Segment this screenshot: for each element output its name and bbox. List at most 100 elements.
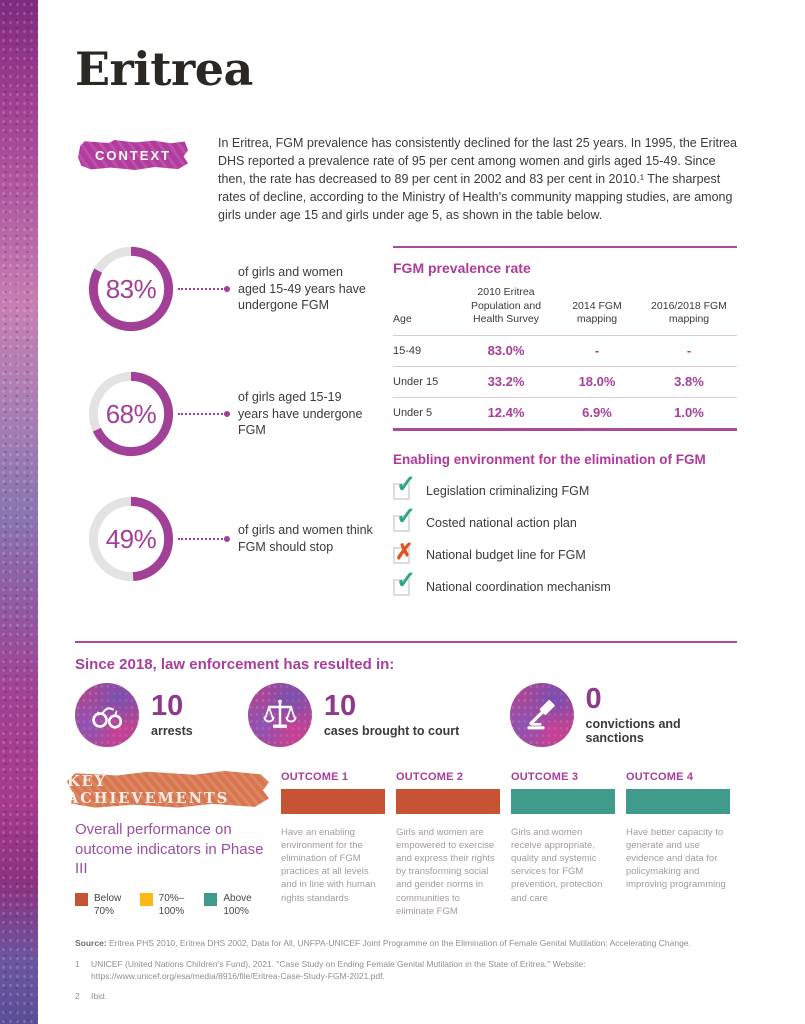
law-stat-convictions: 0 convictions and sanctions (509, 683, 737, 747)
table-cell: 83.0% (487, 343, 525, 359)
table-cell: 15-49 (393, 344, 422, 357)
legend-label: Below 70% (94, 892, 122, 917)
enabling-checklist: ✓ Legislation criminalizing FGM ✓ Costed… (393, 472, 737, 596)
table-cell: - (686, 343, 692, 359)
footnote-number: 2 (75, 991, 80, 1002)
donut-chart-83: 83% (84, 242, 178, 336)
gavel-icon (509, 683, 574, 747)
checkbox: ✗ (393, 540, 413, 564)
table-header: Age (393, 313, 412, 326)
legend-item: Above 100% (204, 892, 269, 918)
dotted-connector (178, 411, 230, 417)
donut-value: 83% (105, 273, 157, 304)
checklist-item: ✓ Legislation criminalizing FGM (393, 472, 737, 500)
prevalence-table: Age 2010 Eritrea Population and Health S… (393, 286, 737, 431)
outcome-2: OUTCOME 2 Girls and women are empowered … (396, 771, 500, 918)
legend-item: 70%– 100% (139, 892, 205, 918)
outcome-1: OUTCOME 1 Have an enabling environment f… (281, 771, 385, 918)
handcuffs-icon (75, 683, 139, 747)
checklist-item: ✓ National coordination mechanism (393, 568, 737, 596)
stat-description: of girls and women think FGM should stop (238, 523, 373, 554)
outcome-3: OUTCOME 3 Girls and women receive approp… (511, 771, 615, 918)
stats-column: 83% of girls and women aged 15-49 years … (75, 240, 393, 617)
legend-label: 70%– 100% (158, 892, 185, 917)
stat-description: of girls aged 15-19 years have undergone… (238, 389, 363, 438)
achievements-intro: KEY ACHIEVEMENTS Overall performance on … (67, 771, 269, 918)
outcomes-grid: OUTCOME 1 Have an enabling environment f… (281, 771, 730, 918)
key-achievements-badge: KEY ACHIEVEMENTS (67, 771, 269, 808)
stats-and-table-section: 83% of girls and women aged 15-49 years … (75, 240, 737, 617)
outcome-title: OUTCOME 2 (396, 771, 464, 783)
section-rule (393, 246, 737, 248)
law-stat-value: 10 (151, 690, 184, 722)
outcome-performance-bar (511, 789, 615, 814)
table-header-row: Age 2010 Eritrea Population and Health S… (393, 286, 737, 335)
table-cell: 12.4% (487, 405, 525, 421)
source-text: Eritrea PHS 2010, Eritrea DHS 2002, Data… (106, 937, 691, 948)
context-paragraph: In Eritrea, FGM prevalence has consisten… (218, 136, 738, 222)
table-title: FGM prevalence rate (393, 260, 531, 276)
legend-swatch-above-100 (204, 892, 218, 906)
outcome-description: Have better capacity to generate and use… (626, 827, 726, 891)
source-label: Source: (75, 937, 107, 948)
table-cell: Under 5 (393, 406, 433, 419)
table-header: 2014 FGM mapping (572, 299, 622, 326)
prevalence-column: FGM prevalence rate Age 2010 Eritrea Pop… (393, 240, 737, 617)
table-row: Under 15 33.2% 18.0% 3.8% (393, 365, 737, 397)
section-rule (75, 641, 737, 643)
performance-legend: Below 70% 70%– 100% Above 100% (75, 892, 269, 918)
outcome-performance-bar (396, 789, 500, 814)
context-section: CONTEXT In Eritrea, FGM prevalence has c… (75, 134, 737, 224)
table-cell: - (594, 343, 600, 359)
dotted-connector (178, 286, 230, 292)
outcome-description: Girls and women are empowered to exercis… (396, 827, 495, 917)
checkbox: ✓ (393, 568, 416, 596)
table-row: 15-49 83.0% - - (393, 334, 737, 366)
checklist-label: National coordination mechanism (426, 580, 611, 595)
source-line: Source: Eritrea PHS 2010, Eritrea DHS 20… (75, 938, 737, 950)
law-stat-label: arrests (151, 724, 193, 738)
check-icon: ✓ (396, 470, 417, 498)
footnote-2: 2 Ibid. (75, 990, 737, 1002)
enabling-environment-title: Enabling environment for the elimination… (393, 451, 706, 467)
outcome-description: Girls and women receive appropriate, qua… (511, 827, 603, 904)
donut-svg (88, 371, 174, 457)
legend-swatch-70-100 (139, 892, 153, 906)
outcome-title: OUTCOME 4 (626, 771, 694, 783)
donut-value: 49% (105, 523, 157, 554)
outcome-title: OUTCOME 1 (281, 771, 349, 783)
donut-svg (88, 496, 174, 582)
checklist-label: National budget line for FGM (426, 548, 586, 563)
outcome-description: Have an enabling environment for the eli… (281, 827, 376, 904)
legend-swatch-below-70 (75, 892, 88, 906)
law-enforcement-title: Since 2018, law enforcement has resulted… (75, 656, 395, 673)
stat-description: of girls and women aged 15-49 years have… (238, 264, 366, 313)
table-row: Under 5 12.4% 6.9% 1.0% (393, 396, 737, 428)
law-enforcement-row: 10 arrests (75, 683, 737, 747)
context-badge: CONTEXT (78, 140, 188, 170)
table-cell: 3.8% (674, 374, 704, 390)
decorative-texture-strip (0, 0, 38, 1024)
page-content: Eritrea CONTEXT In Eritrea, FGM prevalen… (67, 0, 737, 1024)
law-stat-value: 0 (585, 683, 602, 715)
donut-svg (88, 246, 174, 332)
table-cell: 18.0% (578, 374, 616, 390)
page-title: Eritrea (75, 42, 253, 96)
footnote-text: UNICEF (United Nations Children's Fund),… (91, 958, 586, 981)
scales-icon (247, 683, 312, 747)
checkbox: ✓ (393, 504, 416, 532)
table-header: 2016/2018 FGM mapping (651, 299, 727, 326)
table-cell: 33.2% (487, 374, 525, 390)
footnote-number: 1 (75, 958, 80, 969)
legend-label: Above 100% (223, 892, 252, 917)
checklist-item: ✓ Costed national action plan (393, 504, 737, 532)
outcome-title: OUTCOME 3 (511, 771, 579, 783)
footnotes: Source: Eritrea PHS 2010, Eritrea DHS 20… (75, 938, 737, 1003)
stat-row: 68% of girls aged 15-19 years have under… (75, 367, 393, 461)
table-cell: 1.0% (674, 405, 704, 421)
law-stat-arrests: 10 arrests (75, 683, 248, 747)
check-icon: ✓ (396, 566, 417, 594)
dotted-connector (178, 536, 230, 542)
law-stat-label: convictions and sanctions (585, 717, 681, 745)
